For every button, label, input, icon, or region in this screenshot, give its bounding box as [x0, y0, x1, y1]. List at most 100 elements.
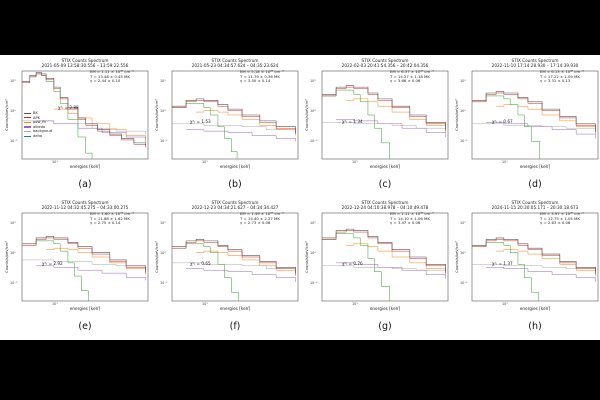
plot-d [471, 70, 599, 160]
plot-c [321, 70, 449, 160]
time-range: 2022-02-03 20:41:54.356 – 20:42:04.356 [341, 63, 429, 68]
fit-parameters: EM = 6.37 × 10⁴⁶ cm⁻³ T = 14.27 ± 1.18 MK… [390, 69, 434, 84]
panel-e: STIX Counts Spectrum 2022-11-12 04:32:45.… [0, 197, 150, 339]
panel-c: STIX Counts Spectrum 2022-02-03 20:41:54.… [300, 55, 450, 197]
y-tick-label: 10² [160, 221, 166, 225]
y-tick-label: 10⁻² [10, 139, 18, 143]
y-axis-label: Counts/s/keV/cm² [455, 99, 459, 131]
series-nonthermal [346, 243, 446, 277]
panel-h: STIX Counts Spectrum 2024-11-15 20:30:05.… [450, 197, 600, 339]
chi-square-label: χ²ᵣ = 2.92 [42, 261, 63, 266]
fit-parameters: EM = 1.11 × 10⁴⁶ cm⁻³ T = 13.48 ± 0.45 MK… [90, 69, 134, 84]
legend-label: BK [33, 111, 38, 115]
legend-entry: BK [24, 111, 52, 116]
chi-square-label: χ²ᵣ = 1.34 [342, 119, 363, 124]
x-axis-label: energies [keV] [219, 306, 251, 311]
x-axis-label: energies [keV] [69, 306, 101, 311]
time-range: 2021-05-23 04:34:57.624 – 04:35:23.624 [191, 63, 279, 68]
legend-label: APK [33, 115, 40, 120]
fit-param-em: EM = 1.11 × 10⁴⁶ cm⁻³ [390, 211, 434, 216]
series-albedo [486, 122, 596, 139]
chart-title: STIX Counts Spectrum [361, 200, 409, 205]
time-range: 2022-11-12 04:32:45.275 – 04:33:00.275 [41, 205, 129, 210]
axes-frame [321, 70, 449, 160]
chart-title: STIX Counts Spectrum [61, 58, 109, 63]
y-tick-label: 10⁻² [310, 281, 318, 285]
axes-frame [21, 70, 149, 160]
panel-d: STIX Counts Spectrum 2022-11-10 17:14:28.… [450, 55, 600, 197]
series-total-fit [172, 240, 296, 275]
panel-caption: (c) [378, 179, 392, 190]
panel-caption: (e) [78, 321, 92, 332]
series-albedo [36, 265, 146, 281]
x-tick-label: 10¹ [502, 302, 508, 306]
y-tick-label: 10⁻² [160, 281, 168, 285]
x-tick-label: 10¹ [52, 302, 58, 306]
axes-frame [321, 212, 449, 302]
fit-param-em: EM = 6.37 × 10⁴⁶ cm⁻³ [390, 69, 434, 74]
panel-caption: (f) [229, 321, 241, 332]
fit-param-em: EM = 1.11 × 10⁴⁶ cm⁻³ [90, 69, 134, 74]
fit-param-em: EM = 3.97 × 10⁴⁶ cm⁻³ [540, 211, 584, 216]
fit-parameters: EM = 6.13 × 10⁴⁶ cm⁻³ T = 17.22 ± 1.09 MK… [540, 69, 584, 84]
fit-parameters: EM = 5.18 × 10⁴⁶ cm⁻³ T = 11.79 ± 0.36 MK… [240, 69, 284, 84]
legend-entry: APK [24, 116, 52, 121]
series-background [172, 123, 296, 132]
y-axis-label: Counts/s/keV/cm² [5, 99, 9, 131]
panel-caption: (a) [78, 179, 92, 190]
legend-entry: pow_fit [24, 120, 52, 125]
x-tick-label: 10¹ [502, 160, 508, 164]
fit-param-gamma: γ = 3.66 ± 0.06 [390, 78, 421, 84]
fit-param-t: T = 14.27 ± 1.18 MK [390, 73, 430, 79]
panel-caption: (b) [228, 179, 242, 190]
y-axis-label: Counts/s/keV/cm² [305, 99, 309, 131]
series-thermal [22, 240, 89, 301]
series-nonthermal [196, 250, 296, 277]
panel-caption: (d) [528, 179, 542, 190]
chi-square-label: χ²ᵣ = 0.65 [190, 261, 211, 266]
legend-entry: albedo [24, 125, 52, 130]
fit-param-em: EM = 1.49 × 10⁴⁶ cm⁻³ [240, 211, 284, 216]
series-thermal [472, 242, 539, 301]
fit-param-gamma: γ = 2.75 ± 0.14 [90, 220, 121, 226]
axes-frame [21, 212, 149, 302]
chi-square-label: χ²ᵣ = 0.67 [492, 119, 513, 124]
legend-swatch [24, 112, 31, 114]
fit-param-t: T = 14.10 ± 1.06 MK [390, 215, 430, 221]
y-tick-label: 10⁰ [10, 251, 16, 255]
series-total-fit [322, 230, 446, 274]
y-tick-label: 10⁰ [310, 251, 316, 255]
y-tick-label: 10⁰ [310, 109, 316, 113]
fit-param-gamma: γ = 2.44 ± 0.10 [90, 78, 121, 84]
axes-frame [171, 70, 299, 160]
series-albedo [486, 267, 596, 282]
axes-frame [471, 212, 599, 302]
series-observed [22, 72, 146, 146]
series-background [322, 265, 446, 272]
y-tick-label: 10⁰ [160, 109, 166, 113]
chart-title: STIX Counts Spectrum [361, 58, 409, 63]
chart-title: STIX Counts Spectrum [61, 200, 109, 205]
series-nonthermal [346, 98, 446, 133]
series-thermal [172, 243, 239, 301]
axes-frame [171, 212, 299, 302]
fit-parameters: EM = 1.11 × 10⁴⁶ cm⁻³ T = 14.10 ± 1.06 MK… [390, 211, 434, 226]
y-tick-label: 10⁻² [160, 139, 168, 143]
series-albedo [186, 268, 296, 282]
y-axis-label: Counts/s/keV/cm² [155, 99, 159, 131]
series-observed [472, 237, 596, 274]
series-total-fit [472, 239, 596, 275]
plot-g [321, 212, 449, 302]
fit-parameters: EM = 1.49 × 10⁴⁶ cm⁻³ T = 14.40 ± 2.27 MK… [240, 211, 284, 226]
fit-param-gamma: γ = 3.31 ± 0.13 [540, 78, 571, 84]
series-total-fit [322, 86, 446, 132]
series-background [322, 122, 446, 130]
y-tick-label: 10² [460, 221, 466, 225]
y-axis-label: Counts/s/keV/cm² [5, 241, 9, 273]
fit-param-gamma: γ = 2.73 ± 0.06 [240, 220, 271, 226]
series-observed [322, 85, 446, 130]
panel-g: STIX Counts Spectrum 2022-12-24 04:10:38.… [300, 197, 450, 339]
chi-square-label: χ²ᵣ = 1.53 [190, 119, 211, 124]
x-axis-label: energies [keV] [519, 306, 551, 311]
fit-param-t: T = 12.75 ± 1.05 MK [540, 215, 580, 221]
